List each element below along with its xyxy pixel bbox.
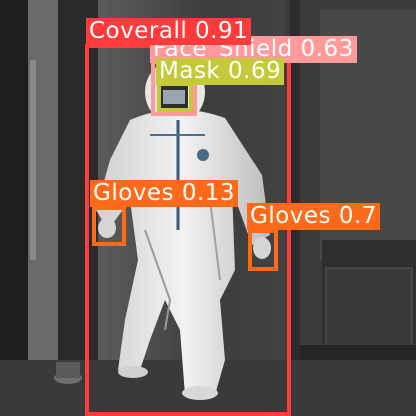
mask-bounding-box: [157, 82, 193, 112]
gloves-right-bounding-box: [248, 229, 278, 271]
gloves-right-label: Gloves 0.7: [247, 203, 380, 230]
gloves-left-bounding-box: [92, 206, 126, 246]
coverall-label: Coverall 0.91: [86, 18, 252, 45]
mask-label: Mask 0.69: [156, 58, 285, 85]
gloves-left-label: Gloves 0.13: [90, 180, 239, 207]
